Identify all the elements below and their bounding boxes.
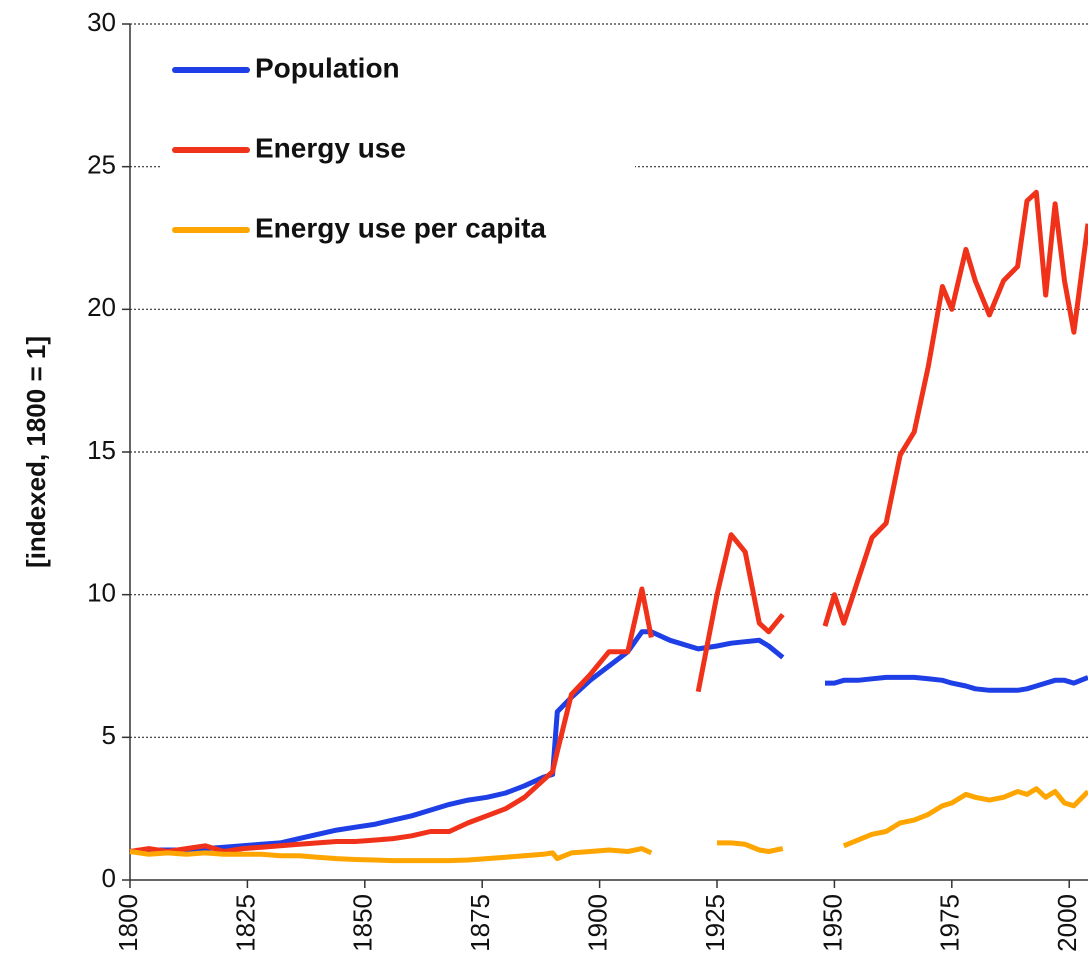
legend-label: Energy use per capita [255,212,546,243]
y-tick-label: 20 [87,292,116,322]
x-tick-label: 1875 [465,894,495,952]
legend-label: Population [255,52,400,83]
x-tick-label: 1975 [935,894,965,952]
y-tick-label: 10 [87,578,116,608]
y-tick-label: 15 [87,435,116,465]
y-tick-label: 5 [102,720,116,750]
x-tick-label: 2000 [1052,894,1082,952]
x-tick-label: 1925 [700,894,730,952]
y-tick-label: 30 [87,7,116,37]
x-tick-label: 1850 [348,894,378,952]
legend-label: Energy use [255,132,406,163]
y-tick-label: 0 [102,863,116,893]
y-axis-label: [indexed, 1800 = 1] [21,336,51,568]
x-tick-label: 1825 [230,894,260,952]
x-tick-label: 1800 [113,894,143,952]
data-line [129,786,1088,864]
x-tick-label: 1950 [817,894,847,952]
y-tick-label: 25 [87,150,116,180]
x-tick-label: 1900 [582,894,612,952]
data-line [129,629,1088,854]
data-line [129,189,1088,854]
